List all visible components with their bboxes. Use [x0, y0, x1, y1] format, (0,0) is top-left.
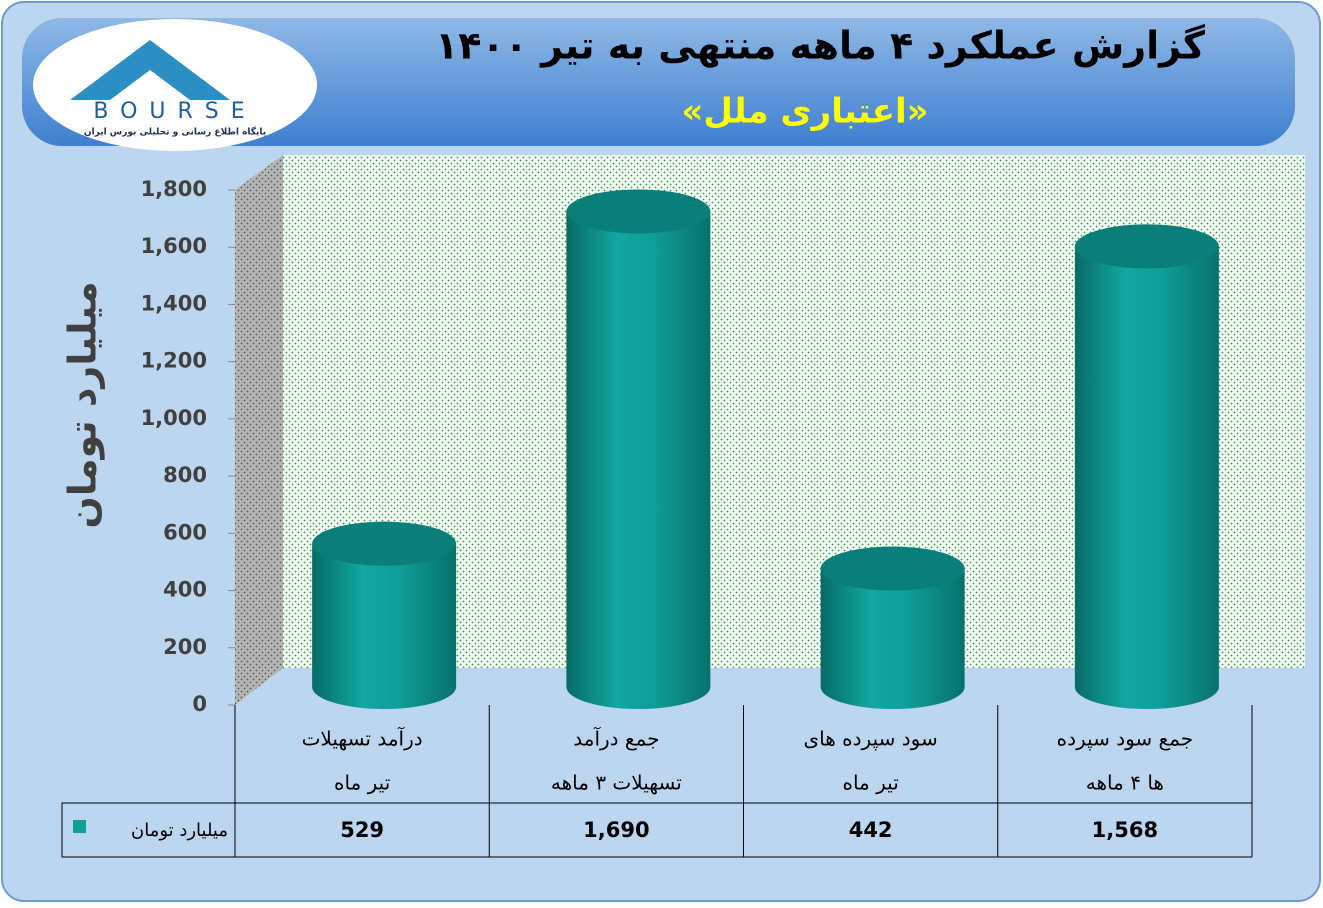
bar-top — [566, 189, 711, 234]
y-tick-label: 400 — [163, 578, 207, 602]
bar — [312, 543, 457, 709]
bar — [820, 568, 965, 709]
back-wall — [283, 155, 1305, 668]
side-wall — [235, 155, 283, 705]
y-tick-label: 1,400 — [141, 291, 207, 315]
x-tick-label: جمع درآمد — [573, 726, 659, 751]
x-tick-label: سود سپرده های — [804, 727, 938, 752]
chart-title: گزارش عملکرد ۴ ماهه منتهی به تیر ۱۴۰۰ — [435, 24, 1206, 68]
y-tick-label: 800 — [163, 463, 207, 487]
logo-brand: BOURSE — [93, 99, 256, 124]
y-tick-label: 1,600 — [141, 234, 207, 258]
header-band — [22, 18, 1295, 146]
y-tick-label: 200 — [163, 635, 207, 659]
bar-top — [1074, 224, 1219, 269]
legend-swatch — [73, 820, 86, 833]
value-label: 442 — [849, 818, 893, 842]
bar — [1074, 246, 1219, 709]
x-tick-label: درآمد تسهیلات — [302, 726, 423, 751]
logo-mark — [70, 40, 230, 100]
chart-subtitle: «اعتباری ملل» — [681, 92, 928, 132]
y-tick-label: 1,800 — [141, 177, 207, 201]
legend-label: میلیارد تومان — [131, 820, 228, 841]
value-label: 1,690 — [583, 818, 649, 842]
x-tick-label: تیر ماه — [842, 771, 898, 795]
x-tick-label: جمع سود سپرده — [1057, 727, 1194, 752]
y-tick-label: 0 — [192, 692, 207, 716]
bar — [566, 211, 711, 709]
logo-tagline: پایگاه اطلاع رسانی و تحلیلی بورس ایران — [84, 126, 266, 138]
value-label: 529 — [340, 818, 384, 842]
bar-top — [312, 521, 457, 566]
x-tick-label: تسهیلات ۳ ماهه — [551, 771, 682, 795]
y-tick-label: 1,000 — [141, 406, 207, 430]
y-tick-label: 600 — [163, 520, 207, 544]
y-tick-label: 1,200 — [141, 349, 207, 373]
value-label: 1,568 — [1092, 818, 1158, 842]
x-tick-label: ها ۴ ماهه — [1086, 771, 1164, 795]
y-axis-label: میلیارد تومان — [61, 281, 105, 528]
x-tick-label: تیر ماه — [334, 771, 390, 795]
bar-top — [820, 546, 965, 591]
